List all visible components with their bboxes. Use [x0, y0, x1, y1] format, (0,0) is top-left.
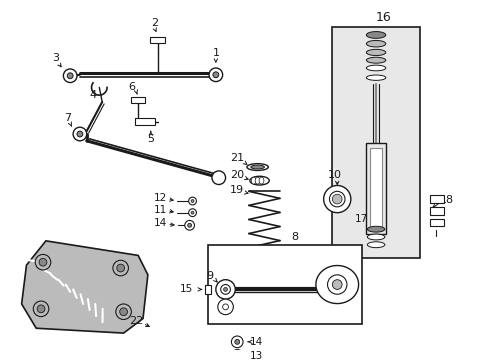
Circle shape [332, 280, 342, 289]
Text: 10: 10 [327, 170, 342, 180]
Text: 7: 7 [63, 113, 71, 123]
Circle shape [217, 299, 233, 315]
Text: 14: 14 [249, 337, 263, 347]
Bar [428, 207, 443, 215]
Circle shape [323, 185, 350, 213]
Circle shape [223, 287, 227, 291]
Bar [332, 27, 419, 258]
Text: 4: 4 [89, 90, 96, 100]
Circle shape [332, 194, 342, 204]
Circle shape [329, 191, 345, 207]
Circle shape [184, 220, 194, 230]
Text: 19: 19 [230, 185, 244, 195]
Text: 15: 15 [180, 284, 193, 294]
Text: 17: 17 [354, 215, 367, 225]
Bar [428, 195, 443, 203]
Ellipse shape [366, 234, 384, 240]
Text: 1: 1 [212, 48, 219, 58]
Text: 9: 9 [206, 271, 213, 281]
Text: 22: 22 [129, 316, 143, 327]
Circle shape [222, 304, 228, 310]
Text: 12: 12 [154, 193, 167, 203]
Polygon shape [21, 241, 147, 333]
Circle shape [212, 72, 218, 78]
Circle shape [33, 301, 49, 316]
Circle shape [220, 284, 230, 294]
Ellipse shape [249, 176, 269, 185]
Text: 5: 5 [147, 134, 154, 144]
Bar [131, 97, 144, 103]
Bar [208, 245, 361, 324]
Ellipse shape [366, 40, 385, 47]
Circle shape [67, 73, 73, 79]
Text: 18: 18 [439, 195, 453, 205]
Circle shape [191, 199, 194, 202]
Circle shape [73, 127, 86, 141]
Ellipse shape [366, 242, 384, 248]
Circle shape [230, 350, 244, 360]
Circle shape [215, 280, 235, 299]
Text: 14: 14 [154, 219, 167, 228]
Ellipse shape [246, 164, 268, 170]
Bar [135, 118, 154, 125]
Ellipse shape [366, 49, 385, 55]
Ellipse shape [250, 165, 264, 169]
Bar [428, 219, 443, 226]
Circle shape [327, 275, 346, 294]
Text: 3: 3 [52, 53, 59, 63]
Circle shape [120, 308, 127, 316]
Ellipse shape [251, 177, 256, 184]
Bar [369, 148, 381, 229]
Circle shape [234, 354, 240, 359]
Ellipse shape [366, 226, 384, 232]
Circle shape [35, 255, 51, 270]
Circle shape [39, 258, 47, 266]
Ellipse shape [366, 32, 385, 39]
Ellipse shape [366, 57, 385, 63]
Circle shape [209, 68, 222, 82]
Text: 20: 20 [230, 170, 244, 180]
Circle shape [211, 171, 225, 185]
Text: 21: 21 [230, 153, 244, 163]
Text: 11: 11 [154, 205, 167, 215]
Ellipse shape [255, 177, 260, 184]
Circle shape [37, 305, 45, 313]
Circle shape [234, 339, 239, 344]
Circle shape [116, 304, 131, 320]
Text: 6: 6 [127, 82, 135, 93]
Circle shape [187, 223, 191, 227]
Bar [205, 284, 210, 294]
Circle shape [191, 211, 194, 214]
Bar [149, 37, 165, 43]
Text: 16: 16 [375, 11, 391, 24]
Circle shape [188, 209, 196, 217]
Polygon shape [315, 266, 358, 303]
Ellipse shape [366, 65, 385, 71]
Circle shape [63, 69, 77, 82]
Circle shape [231, 336, 243, 348]
Bar [366, 143, 385, 234]
Ellipse shape [259, 177, 264, 184]
Circle shape [77, 131, 82, 137]
Circle shape [113, 260, 128, 276]
Text: 13: 13 [249, 351, 263, 360]
Ellipse shape [366, 75, 385, 80]
Text: 2: 2 [151, 18, 158, 28]
Text: 8: 8 [290, 232, 298, 242]
Circle shape [188, 197, 196, 205]
Circle shape [117, 264, 124, 272]
